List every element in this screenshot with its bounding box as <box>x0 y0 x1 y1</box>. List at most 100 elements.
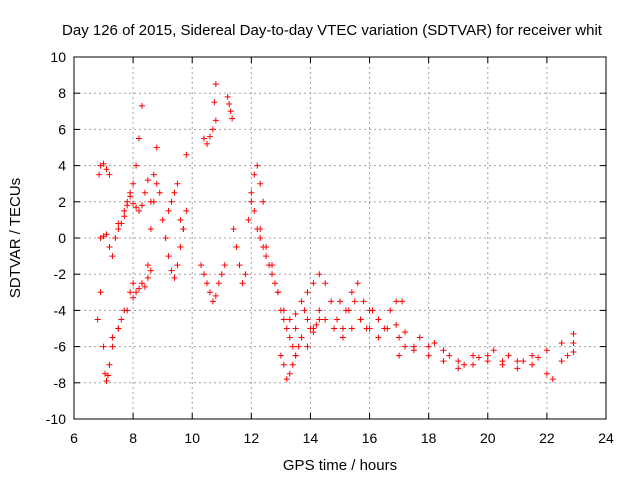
data-point <box>224 93 231 100</box>
data-point <box>124 307 131 314</box>
data-point <box>112 235 119 241</box>
data-point <box>535 354 542 361</box>
axis-ticks <box>73 56 607 420</box>
y-tick-label: 8 <box>58 85 66 101</box>
data-point <box>153 180 160 187</box>
data-point <box>130 294 137 301</box>
data-point <box>251 207 258 214</box>
data-point <box>564 352 571 359</box>
data-point <box>100 160 107 167</box>
data-point <box>322 316 329 323</box>
data-point <box>233 244 240 251</box>
data-point <box>396 334 403 341</box>
data-point <box>165 207 172 214</box>
series-track-f <box>144 180 187 281</box>
y-tick-label: 4 <box>58 158 66 174</box>
data-point <box>248 198 255 205</box>
series-track-m <box>230 225 249 287</box>
data-point <box>106 361 113 368</box>
data-point <box>304 343 311 350</box>
data-point <box>174 180 181 187</box>
data-point <box>499 358 506 365</box>
data-point <box>171 274 178 281</box>
data-point <box>144 177 151 184</box>
data-point <box>136 207 143 214</box>
data-point <box>221 262 228 269</box>
y-tick-label: -2 <box>54 266 67 282</box>
data-point <box>177 244 184 251</box>
data-point <box>292 311 299 318</box>
x-tick-label: 16 <box>362 430 378 446</box>
data-point <box>475 354 482 361</box>
x-tick-label: 22 <box>539 430 555 446</box>
data-point <box>257 225 264 232</box>
data-point <box>115 225 122 232</box>
data-point <box>209 126 216 133</box>
y-tick-label: 6 <box>58 121 66 137</box>
data-point <box>470 352 476 359</box>
data-point <box>206 289 213 296</box>
data-point <box>263 244 270 251</box>
data-point <box>360 298 367 305</box>
x-tick-label: 12 <box>244 430 260 446</box>
y-tick-label: -8 <box>54 375 67 391</box>
data-point <box>245 216 252 223</box>
data-point <box>159 216 166 223</box>
data-point <box>277 352 284 359</box>
data-point <box>470 361 476 368</box>
y-axis-label: SDTVAR / TECUs <box>7 178 24 298</box>
data-point <box>144 274 151 281</box>
series-track-h <box>183 151 190 158</box>
series-track-d <box>115 144 160 227</box>
data-point <box>174 262 181 269</box>
series-track-g <box>165 180 190 232</box>
data-point <box>416 334 423 341</box>
data-point <box>328 298 335 305</box>
data-point <box>212 117 219 124</box>
data-point <box>227 108 234 115</box>
data-point <box>514 358 521 365</box>
data-point <box>130 280 137 287</box>
data-point <box>484 358 491 365</box>
x-tick-label: 14 <box>303 430 319 446</box>
data-point <box>168 198 175 205</box>
data-point <box>316 271 323 278</box>
data-point <box>204 280 210 287</box>
series-track-p <box>257 225 323 323</box>
data-point <box>295 343 302 350</box>
data-point <box>229 115 236 122</box>
data-point <box>304 316 311 323</box>
data-point <box>251 171 258 178</box>
data-point <box>410 347 417 354</box>
x-tick-label: 20 <box>480 430 496 446</box>
data-point <box>304 289 311 296</box>
data-point <box>520 358 527 365</box>
data-point <box>283 376 290 383</box>
data-point <box>283 325 290 332</box>
data-point <box>393 298 400 305</box>
data-point <box>402 343 409 350</box>
data-point <box>257 180 264 187</box>
data-point <box>106 171 113 178</box>
data-point <box>226 101 233 108</box>
x-tick-label: 24 <box>598 430 614 446</box>
data-point <box>301 307 308 314</box>
y-tick-label: 2 <box>58 194 66 210</box>
data-point <box>133 162 140 169</box>
data-point <box>269 262 276 269</box>
series-track-v <box>337 280 373 314</box>
data-point <box>104 372 111 379</box>
data-point <box>212 81 219 88</box>
data-point <box>168 267 175 274</box>
data-point <box>97 289 104 296</box>
series-track-u <box>322 316 409 341</box>
data-point <box>242 271 249 278</box>
data-point <box>230 225 237 232</box>
x-tick-labels: 6 8 10 12 14 16 18 20 22 24 <box>70 430 614 446</box>
data-point <box>156 189 163 196</box>
data-point <box>558 358 565 365</box>
data-point <box>211 99 218 106</box>
data-point <box>133 289 140 296</box>
data-point <box>100 343 107 350</box>
x-axis-label: GPS time / hours <box>283 457 397 474</box>
